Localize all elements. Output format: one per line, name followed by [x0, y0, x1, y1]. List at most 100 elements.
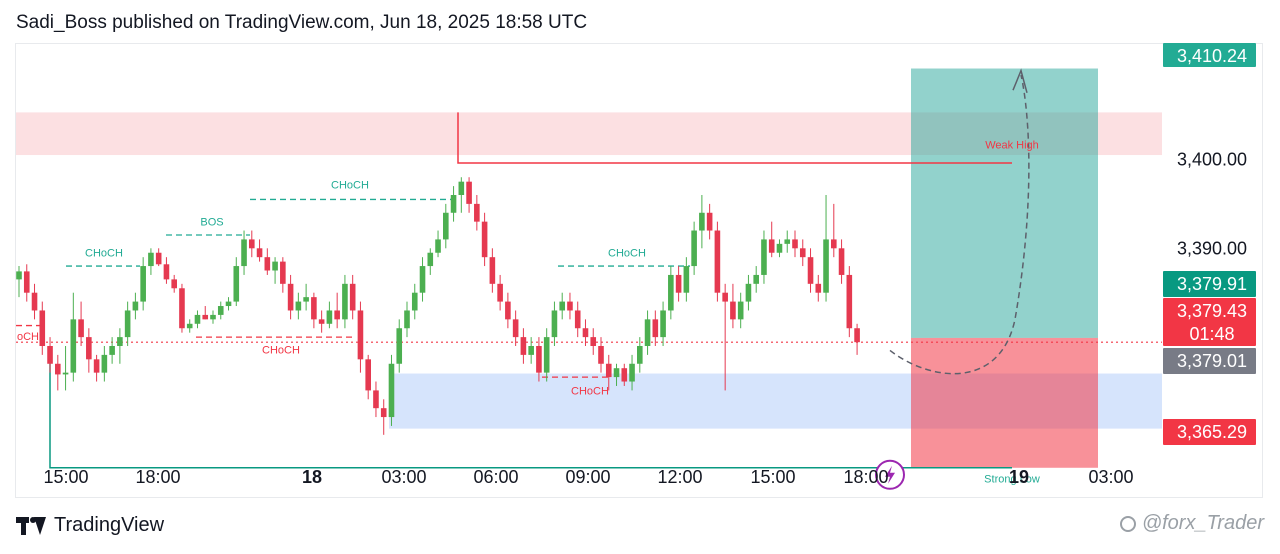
weak-high-line [457, 112, 1012, 164]
candle-body [419, 266, 426, 293]
choch-label-2: CHoCH [331, 179, 369, 191]
candle-body [745, 283, 752, 302]
candle-body [574, 310, 581, 329]
candle-body [16, 271, 22, 280]
choch-label-1: CHoCH [85, 248, 123, 260]
candle-body [396, 328, 403, 364]
candle-body [699, 212, 705, 231]
candle-body [505, 301, 511, 320]
x-axis-tick-label: 18:00 [843, 467, 888, 487]
price-tag-label: 3,410.24 [1177, 46, 1247, 66]
candle-body [831, 239, 837, 249]
candle-body [411, 292, 418, 311]
x-axis-tick-label: 03:00 [381, 467, 426, 487]
price-tag: 3,365.29 [1163, 419, 1256, 445]
candle-body [489, 257, 496, 284]
watermark: @forx_Trader [1119, 512, 1264, 535]
strong-low-label: Strong Low [984, 473, 1040, 485]
candle-body [62, 372, 69, 375]
candle-body [737, 301, 744, 320]
x-axis-tick-label: 06:00 [473, 467, 518, 487]
x-axis-tick-label: 15:00 [43, 467, 88, 487]
stop-zone [911, 337, 1098, 468]
price-tag-countdown: 01:48 [1189, 324, 1234, 344]
candle-body [466, 181, 472, 204]
tradingview-logo[interactable]: TradingView [16, 514, 164, 537]
annotation-labels-layer: CHoCH BOS CHoCH CHoCH CHoCH CHoCH oCH Weak High… [17, 139, 1040, 490]
choch-label-bear-1: CHoCH [262, 345, 300, 357]
candle-body [846, 274, 853, 329]
candle-body [163, 264, 170, 280]
candle-body [287, 283, 294, 311]
candle-body [714, 230, 721, 293]
x-axis-tick-label: 09:00 [565, 467, 610, 487]
watermark-icon [1119, 515, 1136, 532]
candle-body [605, 363, 612, 378]
candle-body [427, 252, 434, 267]
candle-body [380, 408, 387, 418]
price-tag-bg [1163, 43, 1256, 67]
x-axis-tick-label: 03:00 [1088, 467, 1133, 487]
candle-body [629, 363, 635, 382]
candles-layer [16, 177, 860, 435]
candle-body [598, 346, 604, 364]
candle-body [217, 306, 224, 315]
candle-body [799, 248, 806, 258]
candle-body [256, 248, 263, 258]
candle-body [124, 310, 131, 338]
candle-body [559, 301, 565, 311]
candle-body [78, 319, 84, 338]
candle-body [761, 239, 767, 275]
candle-body [443, 212, 449, 240]
candle-body [295, 301, 302, 311]
price-tag-bg [1163, 298, 1256, 346]
candle-body [31, 292, 38, 311]
structure-lines-layer [16, 68, 1162, 469]
candle-body [582, 328, 589, 338]
candle-body [404, 310, 410, 329]
candle-body [47, 346, 53, 364]
candle-body [497, 283, 503, 302]
candle-body [753, 274, 759, 284]
candle-body [132, 301, 139, 311]
alert-icon[interactable] [875, 459, 905, 490]
price-tag: 3,379.01 [1163, 348, 1256, 374]
candle-body [365, 359, 371, 391]
candle-body [613, 368, 620, 378]
target-zone [911, 68, 1098, 338]
candle-body [668, 274, 674, 311]
candle-body [39, 310, 46, 346]
candle-body [784, 239, 791, 244]
x-axis-tick-label: 18 [302, 467, 322, 487]
y-axis-tick-label: 3,390.00 [1177, 238, 1247, 258]
candle-body [148, 252, 154, 267]
candle-body [23, 271, 30, 293]
candle-body [194, 314, 201, 324]
price-tag-bg [1163, 271, 1256, 297]
price-tag-bg [1163, 419, 1256, 445]
candle-body [807, 257, 814, 284]
weak-high-label: Weak High [985, 139, 1039, 151]
x-axis-tick-label: 19 [1009, 467, 1029, 487]
candle-body [637, 346, 643, 364]
candle-body [481, 221, 488, 258]
candle-body [210, 314, 216, 320]
candle-body [179, 288, 185, 329]
candle-body [567, 301, 573, 311]
candle-body [621, 368, 628, 382]
candle-body [280, 261, 286, 284]
candle-body [233, 266, 240, 302]
candle-body [543, 337, 550, 373]
chart-frame [15, 43, 1263, 498]
candle-body [823, 239, 829, 293]
candle-body [55, 363, 61, 375]
candle-body [722, 292, 728, 302]
zones-layer [16, 68, 1162, 468]
candle-body [590, 337, 597, 346]
candle-body [792, 239, 798, 249]
och-label: oCH [17, 331, 39, 343]
candle-body [551, 310, 558, 338]
x-axis-tick-label: 12:00 [657, 467, 702, 487]
candle-body [357, 310, 364, 360]
